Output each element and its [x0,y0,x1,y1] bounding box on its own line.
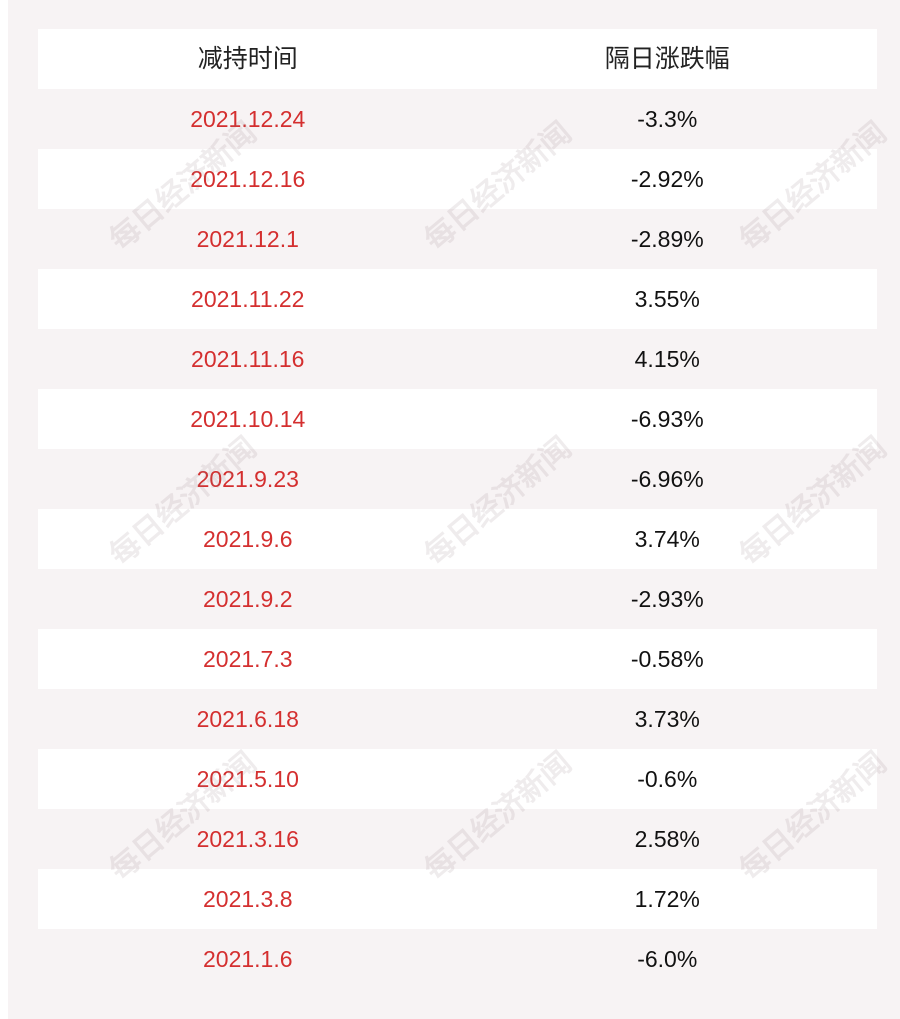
table-row: 2021.11.22 3.55% [38,269,877,329]
date-cell: 2021.10.14 [190,406,306,432]
change-cell: -6.96% [630,466,704,492]
table-row: 2021.11.16 4.15% [38,329,877,389]
table-row: 2021.3.16 2.58% [38,809,877,869]
date-cell: 2021.9.6 [202,526,293,552]
table-row: 2021.1.6 -6.0% [38,929,877,989]
date-cell: 2021.7.3 [202,646,293,672]
table-row: 2021.9.23 -6.96% [38,449,877,509]
change-cell: -0.58% [630,646,704,672]
date-cell: 2021.11.16 [191,346,305,372]
change-cell: -6.0% [637,946,698,972]
table-row: 2021.9.2 -2.93% [38,569,877,629]
date-cell: 2021.3.8 [202,886,293,912]
table-row: 2021.5.10 -0.6% [38,749,877,809]
table-panel: 减持时间 隔日涨跌幅 2021.12.24 -3.3% 2021.12.16 -… [8,0,900,1019]
data-table: 减持时间 隔日涨跌幅 2021.12.24 -3.3% 2021.12.16 -… [38,29,877,989]
date-cell: 2021.12.24 [190,106,306,132]
change-cell: -2.93% [630,586,704,612]
table-row: 2021.12.24 -3.3% [38,89,877,149]
change-cell: -2.92% [630,166,704,192]
change-cell: 3.74% [634,526,700,552]
date-cell: 2021.6.18 [196,706,299,732]
change-cell: 3.73% [634,706,700,732]
change-cell: 4.15% [634,346,700,372]
change-cell: -0.6% [637,766,698,792]
table-row: 2021.12.1 -2.89% [38,209,877,269]
table-header-row: 减持时间 隔日涨跌幅 [38,29,877,89]
date-cell: 2021.5.10 [196,766,299,792]
date-cell: 2021.3.16 [196,826,299,852]
date-cell: 2021.1.6 [202,946,293,972]
table-row: 2021.7.3 -0.58% [38,629,877,689]
change-cell: -2.89% [630,226,704,252]
column-header-change: 隔日涨跌幅 [604,45,730,73]
change-cell: -3.3% [637,106,698,132]
date-cell: 2021.12.1 [196,226,299,252]
change-cell: 3.55% [634,286,700,312]
change-cell: -6.93% [630,406,704,432]
change-cell: 1.72% [634,886,700,912]
change-cell: 2.58% [634,826,700,852]
date-cell: 2021.11.22 [191,286,305,312]
table-row: 2021.3.8 1.72% [38,869,877,929]
date-cell: 2021.12.16 [190,166,306,192]
table-row: 2021.9.6 3.74% [38,509,877,569]
date-cell: 2021.9.2 [202,586,293,612]
table-row: 2021.12.16 -2.92% [38,149,877,209]
table-row: 2021.6.18 3.73% [38,689,877,749]
column-header-date: 减持时间 [197,45,298,73]
table-row: 2021.10.14 -6.93% [38,389,877,449]
date-cell: 2021.9.23 [196,466,299,492]
